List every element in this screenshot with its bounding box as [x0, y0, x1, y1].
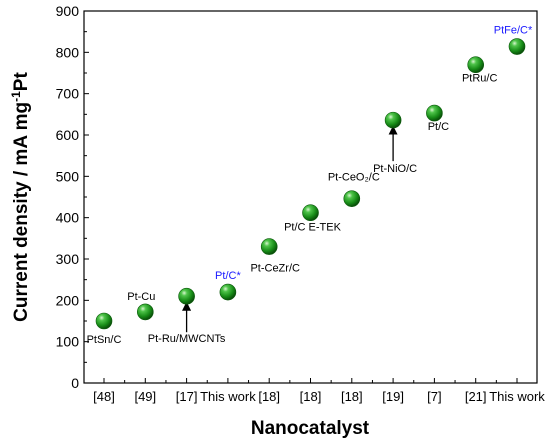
y-axis: 0 100 200 300 400 500 600 700 800 900 — [56, 3, 89, 391]
data-point-label: PtRu/C — [462, 73, 498, 85]
data-point-label: Pt-CeZr/C — [250, 263, 300, 275]
x-tick-label: [18] — [300, 389, 322, 404]
data-point — [260, 238, 278, 255]
data-points: PtSn/C Pt-Cu Pt-Ru/MWCNTs Pt/C* Pt-CeZr/C Pt/… — [87, 25, 533, 346]
x-axis-title: Nanocatalyst — [251, 418, 370, 439]
x-tick-label: [18] — [341, 389, 363, 404]
data-point — [137, 303, 154, 321]
data-point-label: PtFe/C* — [494, 25, 533, 37]
y-tick-label: 700 — [56, 86, 80, 102]
data-point-label: Pt-NiO/C — [373, 163, 417, 175]
x-axis: [48] [49] [17] This work [18] [18] [18] [19] [7]… — [93, 378, 545, 404]
x-tick-label: [7] — [427, 389, 441, 404]
x-tick-label: This work — [489, 389, 545, 404]
y-axis-title-tail: Pt — [11, 72, 32, 92]
y-tick-label: 600 — [56, 127, 80, 143]
y-tick-label: 100 — [56, 334, 80, 350]
y-tick-label: 300 — [56, 251, 80, 267]
data-point-label: PtSn/C — [87, 334, 122, 346]
x-tick-label: This work — [200, 389, 256, 404]
x-tick-label: [17] — [176, 389, 198, 404]
y-axis-title-sup: -1 — [9, 91, 23, 102]
data-point-label: Pt/C* — [215, 270, 241, 282]
y-tick-label: 200 — [56, 292, 80, 308]
data-point-label: Pt-Cu — [127, 291, 155, 303]
x-tick-label: [48] — [93, 389, 115, 404]
data-point-label: Pt-Ru/MWCNTs — [148, 333, 226, 345]
x-tick-label: [21] — [465, 389, 487, 404]
data-point — [384, 111, 402, 129]
x-tick-label: [49] — [134, 389, 156, 404]
y-tick-label: 900 — [56, 3, 80, 19]
data-point-label: Pt/C E-TEK — [284, 222, 342, 234]
x-tick-label: [18] — [258, 389, 280, 404]
data-point — [426, 104, 443, 122]
y-tick-label: 0 — [71, 375, 79, 391]
data-point — [467, 56, 485, 74]
data-point-label: Pt/C — [428, 121, 449, 133]
y-tick-label: 400 — [56, 210, 80, 226]
y-tick-label: 500 — [56, 168, 80, 184]
data-point — [178, 287, 195, 305]
data-point-label: Pt-CeO₂/C — [328, 172, 380, 184]
data-point — [508, 38, 526, 55]
y-tick-label: 800 — [56, 44, 80, 60]
y-axis-title-main: Current density / mA mg — [11, 102, 32, 322]
data-point — [302, 204, 319, 222]
data-point — [95, 312, 113, 330]
x-tick-label: [19] — [382, 389, 404, 404]
y-axis-title: Current density / mA mg-1Pt — [9, 72, 32, 322]
data-point — [343, 190, 361, 207]
data-point — [219, 283, 237, 301]
